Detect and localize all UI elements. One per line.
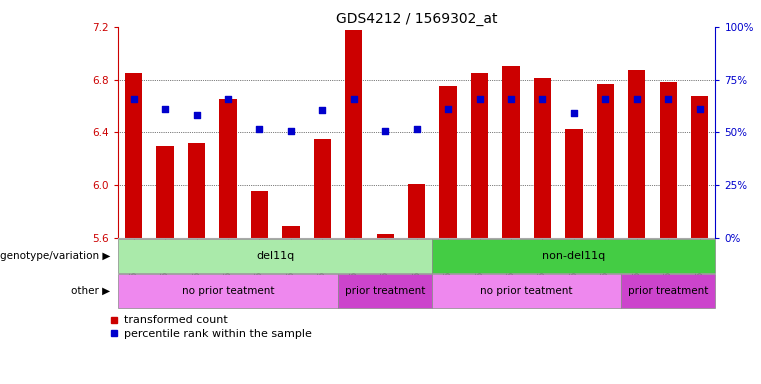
Bar <box>408 184 425 238</box>
Point <box>159 106 171 112</box>
Point <box>631 96 643 103</box>
Point <box>599 96 611 103</box>
Bar <box>377 234 394 238</box>
Legend: transformed count, percentile rank within the sample: transformed count, percentile rank withi… <box>108 315 312 339</box>
Bar <box>338 274 432 308</box>
Bar <box>125 73 142 238</box>
Title: GDS4212 / 1569302_at: GDS4212 / 1569302_at <box>336 12 498 26</box>
Point <box>442 106 454 112</box>
Bar <box>597 84 614 238</box>
Bar <box>565 129 582 238</box>
Bar <box>691 96 708 238</box>
Bar <box>471 73 488 238</box>
Bar <box>219 99 237 238</box>
Point <box>348 96 360 103</box>
Bar <box>432 274 621 308</box>
Bar <box>251 190 268 238</box>
Bar <box>345 30 362 238</box>
Point <box>317 107 329 113</box>
Point <box>379 128 391 134</box>
Bar <box>432 239 715 273</box>
Bar <box>628 70 645 238</box>
Point <box>662 96 674 103</box>
Text: no prior teatment: no prior teatment <box>182 286 274 296</box>
Bar <box>314 139 331 238</box>
Point <box>410 126 422 132</box>
Point <box>473 96 486 103</box>
Point <box>568 109 580 116</box>
Point <box>128 96 140 103</box>
Bar <box>118 239 432 273</box>
Bar <box>118 274 338 308</box>
Bar <box>282 226 300 238</box>
Text: other ▶: other ▶ <box>72 286 110 296</box>
Text: genotype/variation ▶: genotype/variation ▶ <box>0 251 110 261</box>
Point <box>693 106 705 112</box>
Point <box>222 96 234 103</box>
Text: prior treatment: prior treatment <box>345 286 425 296</box>
Bar <box>660 82 677 238</box>
Point <box>190 112 202 118</box>
Bar <box>502 66 520 238</box>
Bar <box>157 146 174 238</box>
Text: non-del11q: non-del11q <box>543 251 606 261</box>
Bar <box>439 86 457 238</box>
Bar <box>188 143 205 238</box>
Point <box>505 96 517 103</box>
Bar <box>621 274 715 308</box>
Text: del11q: del11q <box>256 251 295 261</box>
Bar <box>533 78 551 238</box>
Text: no prior teatment: no prior teatment <box>480 286 573 296</box>
Point <box>285 128 297 134</box>
Text: prior treatment: prior treatment <box>628 286 708 296</box>
Point <box>253 126 266 132</box>
Point <box>537 96 549 103</box>
